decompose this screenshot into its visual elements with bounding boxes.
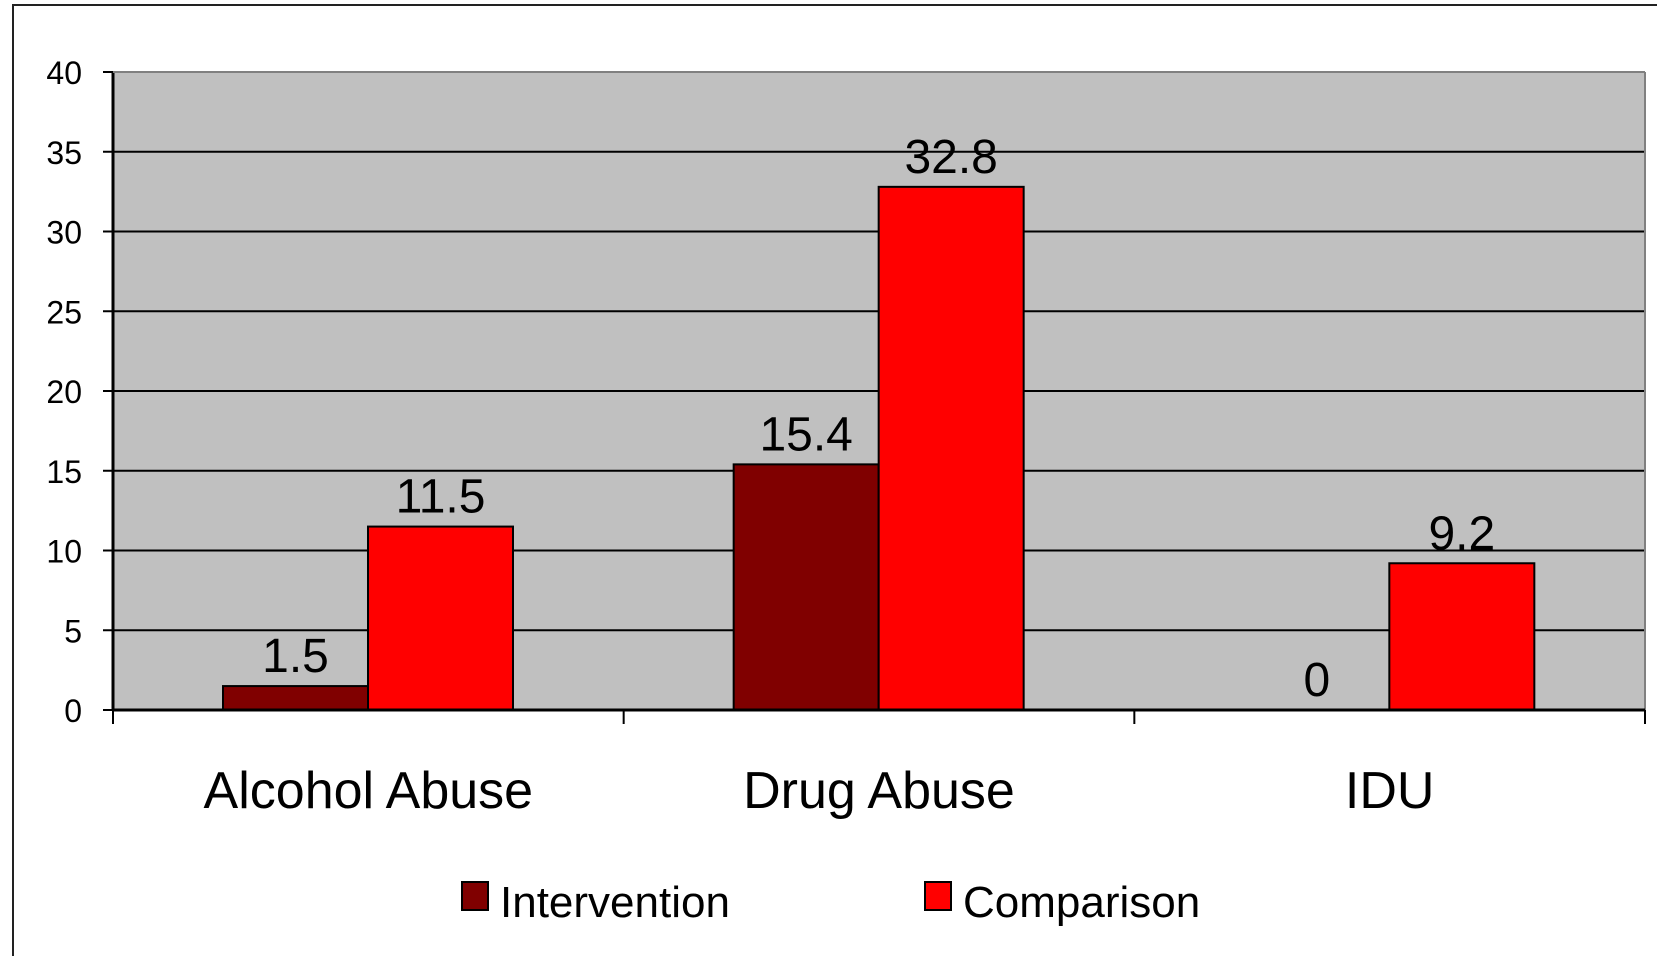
legend-swatch-comparison (924, 881, 952, 911)
legend-label: Intervention (500, 878, 730, 927)
bar-intervention (222, 685, 369, 712)
bar-comparison (1388, 562, 1536, 712)
data-label: 1.5 (262, 630, 329, 683)
x-category-label: Drug Abuse (743, 762, 1015, 820)
data-label: 11.5 (396, 471, 486, 524)
bar-comparison (877, 185, 1025, 711)
data-label: 9.2 (1428, 507, 1495, 560)
y-tick-label: 25 (46, 294, 82, 330)
y-tick-label: 15 (46, 454, 82, 490)
bar-comparison (367, 525, 514, 712)
y-tick-label: 35 (46, 135, 82, 171)
y-tick-label: 5 (64, 613, 82, 649)
data-label: 15.4 (759, 408, 852, 461)
x-category-label: Alcohol Abuse (204, 762, 534, 820)
x-category-label: IDU (1345, 762, 1435, 820)
y-tick-label: 20 (46, 374, 82, 410)
y-tick-label: 0 (64, 693, 82, 729)
y-tick-label: 40 (46, 55, 82, 91)
legend-label: Comparison (963, 878, 1200, 927)
chart-frame (12, 4, 1657, 956)
data-labels: 1.5 11.5 15.4 32.8 0 9.2 (262, 131, 1495, 707)
data-label: 0 (1303, 654, 1330, 707)
y-tick-label: 10 (46, 534, 82, 570)
data-label: 32.8 (904, 131, 997, 184)
legend: Intervention Comparison (461, 878, 1200, 927)
legend-swatch-intervention (461, 881, 489, 911)
y-axis-ticks: 0 5 10 15 20 25 30 35 40 (46, 55, 1646, 729)
y-tick-label: 30 (46, 215, 82, 251)
x-axis: Alcohol Abuse Drug Abuse IDU (112, 708, 1646, 820)
bars (222, 185, 1536, 712)
bar-intervention (732, 463, 880, 711)
